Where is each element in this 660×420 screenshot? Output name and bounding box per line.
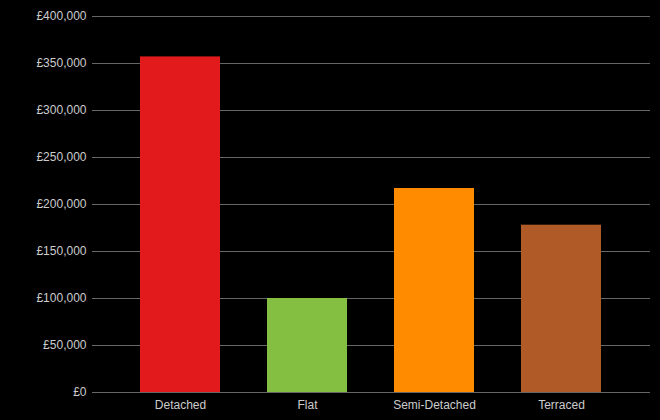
svg-text:£250,000: £250,000 bbox=[36, 150, 86, 164]
svg-text:£150,000: £150,000 bbox=[36, 244, 86, 258]
svg-text:Flat: Flat bbox=[297, 398, 318, 412]
svg-text:£400,000: £400,000 bbox=[36, 9, 86, 23]
svg-text:£100,000: £100,000 bbox=[36, 291, 86, 305]
svg-text:Detached: Detached bbox=[155, 398, 206, 412]
svg-text:Semi-Detached: Semi-Detached bbox=[393, 398, 476, 412]
svg-text:£0: £0 bbox=[73, 385, 87, 399]
svg-text:£200,000: £200,000 bbox=[36, 197, 86, 211]
svg-text:£300,000: £300,000 bbox=[36, 103, 86, 117]
svg-text:£350,000: £350,000 bbox=[36, 56, 86, 70]
svg-text:Terraced: Terraced bbox=[538, 398, 585, 412]
svg-text:£50,000: £50,000 bbox=[43, 338, 87, 352]
